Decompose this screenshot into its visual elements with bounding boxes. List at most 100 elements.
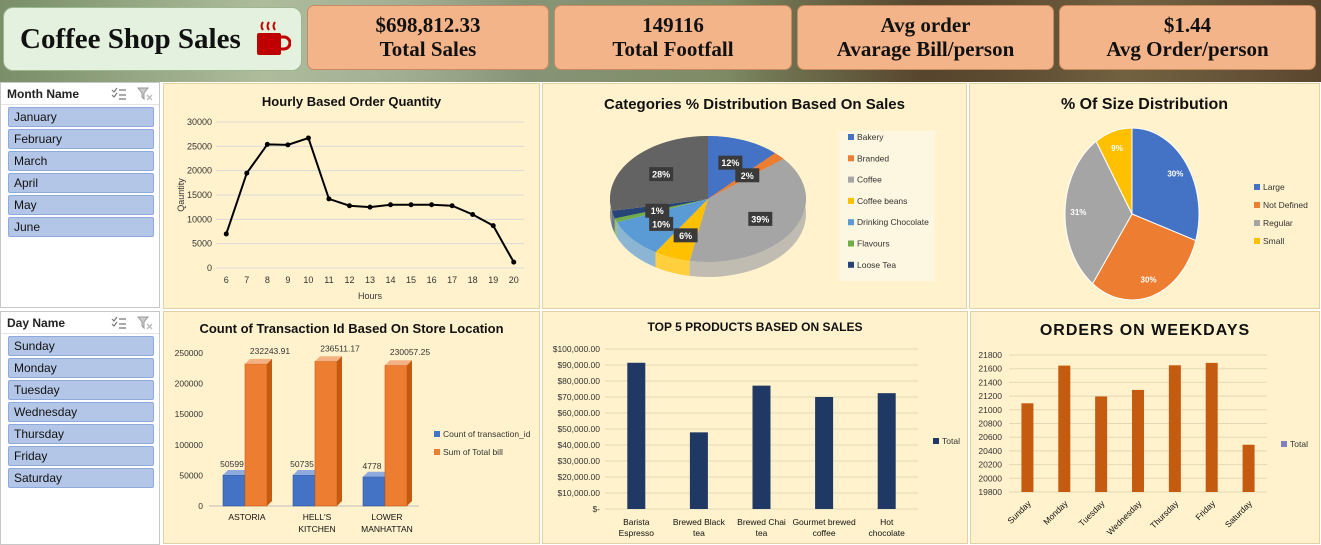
- y-axis-title: Qauntity: [176, 178, 186, 212]
- y-tick-label: 21000: [978, 405, 1002, 415]
- slicer-item-wednesday[interactable]: Wednesday: [8, 402, 154, 422]
- slicer-item-monday[interactable]: Monday: [8, 358, 154, 378]
- products-bar-chart: $- $10,000.00 $20,000.00 $30,000.00 $40,000.…: [553, 344, 960, 538]
- chart-title: TOP 5 PRODUCTS BASED ON SALES: [647, 320, 863, 334]
- bar: [1242, 444, 1255, 492]
- bar: [1058, 365, 1071, 492]
- data-point: [305, 135, 311, 141]
- y-tick-label: $-: [592, 504, 600, 514]
- y-tick-label: $50,000.00: [557, 424, 600, 434]
- category-label: Hot: [880, 517, 894, 527]
- bar-top: [363, 471, 390, 477]
- x-tick-label: 17: [447, 275, 457, 285]
- x-tick-label: 13: [365, 275, 375, 285]
- data-label: 12%: [721, 158, 739, 168]
- bar: [1205, 362, 1218, 492]
- clear-filter-icon[interactable]: [137, 87, 153, 101]
- slicer-title: Month Name: [7, 86, 79, 101]
- pie-slice-side: [616, 222, 656, 268]
- slicer-item-april[interactable]: April: [8, 173, 154, 193]
- legend-swatch: [848, 261, 854, 268]
- title-card: Coffee Shop Sales: [3, 7, 302, 71]
- y-tick-label: 25000: [187, 141, 212, 151]
- y-tick-label: 5000: [192, 239, 212, 249]
- products-chart-panel: TOP 5 PRODUCTS BASED ON SALES $- $10,000.…: [542, 311, 968, 544]
- legend-label: Coffee beans: [857, 196, 907, 206]
- category-label: ASTORIA: [228, 512, 265, 522]
- kpi-value: 149116: [642, 13, 704, 37]
- bar-0: [292, 474, 316, 507]
- kpi-total-sales: $698,812.33 Total Sales: [307, 5, 549, 70]
- x-tick-label: 9: [285, 275, 290, 285]
- kpi-value: Avg order: [880, 13, 971, 37]
- slicer-item-may[interactable]: May: [8, 195, 154, 215]
- y-tick-label: 21800: [978, 350, 1002, 360]
- data-label-box: [718, 155, 743, 170]
- store-chart-panel: Count of Transaction Id Based On Store L…: [163, 311, 540, 544]
- y-tick-label: 15000: [187, 190, 212, 200]
- data-point: [326, 196, 332, 202]
- legend-swatch: [434, 449, 440, 455]
- data-point: [511, 259, 517, 265]
- hourly-line-chart: 0 5000 10000 15000 20000 25000 30000 6 7 8 9 10 11 12…: [176, 117, 524, 301]
- multi-select-icon[interactable]: [111, 87, 127, 101]
- clear-filter-icon[interactable]: [137, 316, 153, 330]
- data-label: 9%: [1111, 144, 1123, 153]
- data-point: [490, 223, 496, 229]
- y-tick-label: 20000: [187, 166, 212, 176]
- x-tick-label: 11: [324, 275, 333, 285]
- y-tick-label: 0: [198, 501, 203, 511]
- slicer-item-march[interactable]: March: [8, 151, 154, 171]
- slicer-item-june[interactable]: June: [8, 217, 154, 237]
- data-label: 30%: [1141, 275, 1157, 284]
- weekdays-bar-chart: 19800 20000 20200 20400 20600 20800 21000 21200…: [978, 350, 1308, 537]
- y-tick-label: 20600: [978, 432, 1002, 442]
- bar-side: [337, 356, 342, 506]
- slicer-item-sunday[interactable]: Sunday: [8, 336, 154, 356]
- store-bar-chart: 0 50000 100000 150000 200000 250000 50599 23224…: [175, 343, 531, 534]
- y-tick-label: 100000: [175, 440, 204, 450]
- bar: [1168, 365, 1181, 492]
- x-tick-label: 8: [265, 275, 270, 285]
- data-label: 39%: [751, 214, 769, 224]
- category-label: Sunday: [1005, 498, 1033, 526]
- data-label-box: [735, 168, 760, 183]
- category-label: coffee: [813, 528, 836, 538]
- kpi-label: Avarage Bill/person: [836, 37, 1015, 61]
- y-tick-label: 30000: [187, 117, 212, 127]
- category-label: chocolate: [869, 528, 906, 538]
- slicer-item-tuesday[interactable]: Tuesday: [8, 380, 154, 400]
- category-label: HELL'S: [303, 512, 332, 522]
- bar-top: [293, 469, 320, 475]
- multi-select-icon[interactable]: [111, 316, 127, 330]
- bar-top: [385, 360, 412, 366]
- legend-label: Coffee: [857, 175, 882, 185]
- legend-swatch: [1254, 202, 1260, 208]
- bar: [1021, 403, 1034, 492]
- legend-label: Total: [1290, 439, 1308, 449]
- legend-label: Count of transaction_id: [443, 429, 531, 439]
- chart-title: ORDERS ON WEEKDAYS: [1039, 322, 1251, 339]
- size-pie-chart: 30% 30% 31% 9% Large Not Defined Regular Small: [1064, 127, 1308, 301]
- hourly-chart-panel: Hourly Based Order Quantity 0 5000 10000 15…: [163, 83, 540, 309]
- dashboard-title: Coffee Shop Sales: [20, 22, 241, 55]
- data-label: 236511.17: [320, 343, 360, 353]
- x-tick-label: 6: [224, 275, 229, 285]
- bar: [1095, 396, 1108, 492]
- slicer-item-saturday[interactable]: Saturday: [8, 468, 154, 488]
- legend-label: Sum of Total bill: [443, 447, 503, 457]
- slicer-item-thursday[interactable]: Thursday: [8, 424, 154, 444]
- legend-box: [839, 131, 935, 281]
- y-tick-label: $40,000.00: [557, 440, 600, 450]
- slicer-header: Day Name: [1, 312, 159, 334]
- y-tick-label: 20400: [978, 446, 1002, 456]
- slicer-items: January February March April May June: [1, 107, 159, 237]
- weekdays-chart-panel: ORDERS ON WEEKDAYS 19800 20000 20200 20400 2…: [970, 311, 1320, 544]
- data-point: [264, 141, 270, 147]
- slicer-item-friday[interactable]: Friday: [8, 446, 154, 466]
- slicer-item-february[interactable]: February: [8, 129, 154, 149]
- slicer-item-january[interactable]: January: [8, 107, 154, 127]
- y-tick-label: $90,000.00: [557, 360, 600, 370]
- category-label: Brewed Chai: [737, 517, 786, 527]
